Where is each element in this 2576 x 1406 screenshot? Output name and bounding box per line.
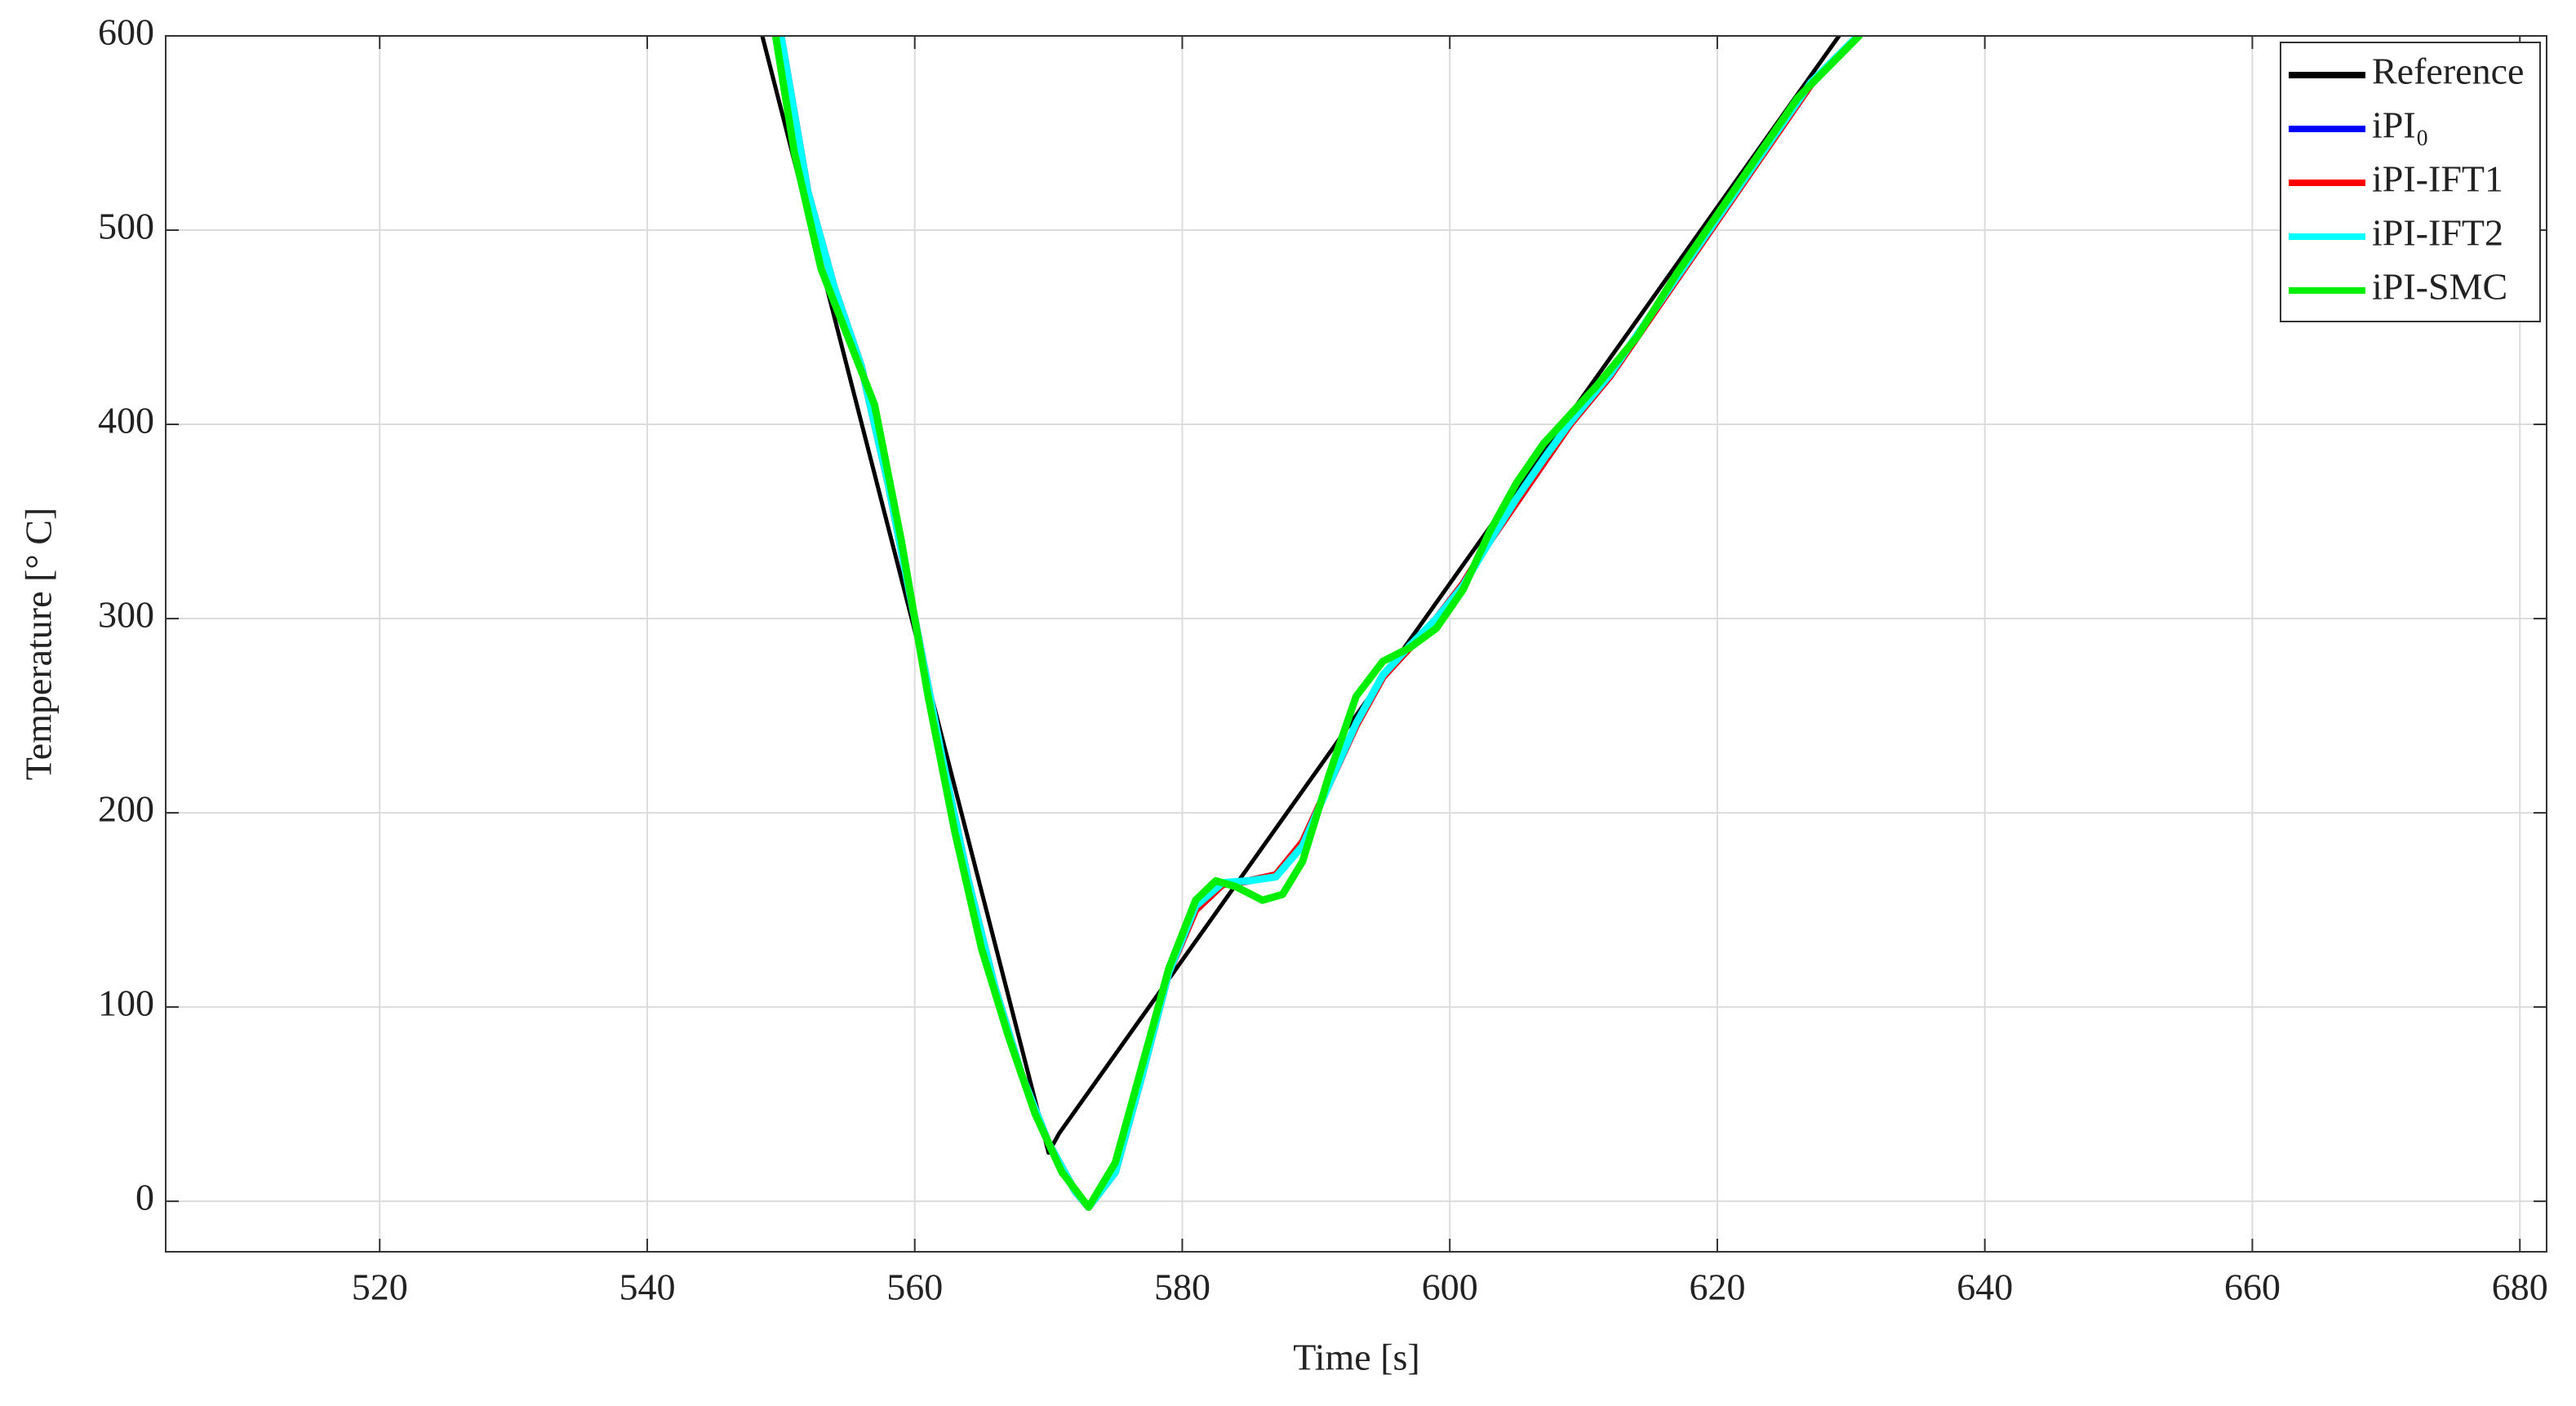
x-tick-label: 580 <box>1154 1266 1210 1308</box>
data-line <box>771 36 1863 1211</box>
plot-frame <box>165 35 2547 1253</box>
x-tick-label: 520 <box>352 1266 408 1308</box>
legend-label: iPI-SMC <box>2372 266 2507 308</box>
y-tick-label: 600 <box>98 11 154 53</box>
x-tick-label: 640 <box>1956 1266 2013 1308</box>
x-tick-label: 600 <box>1422 1266 1478 1308</box>
y-tick-label: 300 <box>98 594 154 636</box>
y-tick-label: 0 <box>135 1177 154 1218</box>
data-line <box>777 36 1862 1211</box>
y-axis-label: Temperature [° C] <box>18 508 60 780</box>
data-line <box>777 36 1862 1211</box>
x-tick-label: 660 <box>2224 1266 2281 1308</box>
data-line <box>777 36 1862 1211</box>
legend-label: iPI-IFT2 <box>2372 212 2503 254</box>
x-tick-label: 680 <box>2492 1266 2548 1308</box>
data-line <box>760 36 1841 1155</box>
y-tick-label: 400 <box>98 400 154 441</box>
y-tick-label: 500 <box>98 206 154 247</box>
y-tick-label: 100 <box>98 982 154 1024</box>
x-tick-label: 540 <box>619 1266 675 1308</box>
legend-label: Reference <box>2372 51 2524 92</box>
legend-label: iPI-IFT1 <box>2372 158 2503 200</box>
x-tick-label: 560 <box>886 1266 943 1308</box>
x-tick-label: 620 <box>1689 1266 1745 1308</box>
y-tick-label: 200 <box>98 788 154 830</box>
x-axis-label: Time [s] <box>1293 1337 1420 1378</box>
legend-label: iPI₀ <box>2372 104 2429 146</box>
